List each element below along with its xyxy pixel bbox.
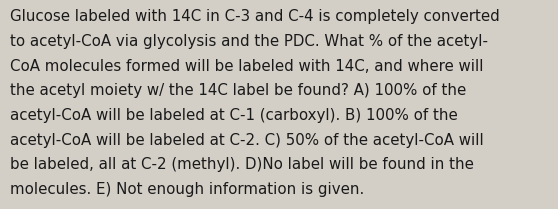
Text: acetyl-CoA will be labeled at C-2. C) 50% of the acetyl-CoA will: acetyl-CoA will be labeled at C-2. C) 50…	[10, 133, 484, 148]
Text: to acetyl-CoA via glycolysis and the PDC. What % of the acetyl-: to acetyl-CoA via glycolysis and the PDC…	[10, 34, 488, 49]
Text: be labeled, all at C-2 (methyl). D)No label will be found in the: be labeled, all at C-2 (methyl). D)No la…	[10, 157, 474, 172]
Text: acetyl-CoA will be labeled at C-1 (carboxyl). B) 100% of the: acetyl-CoA will be labeled at C-1 (carbo…	[10, 108, 458, 123]
Text: molecules. E) Not enough information is given.: molecules. E) Not enough information is …	[10, 182, 364, 197]
Text: CoA molecules formed will be labeled with 14C, and where will: CoA molecules formed will be labeled wit…	[10, 59, 484, 74]
Text: Glucose labeled with 14C in C-3 and C-4 is completely converted: Glucose labeled with 14C in C-3 and C-4 …	[10, 9, 500, 24]
Text: the acetyl moiety w/ the 14C label be found? A) 100% of the: the acetyl moiety w/ the 14C label be fo…	[10, 83, 466, 98]
